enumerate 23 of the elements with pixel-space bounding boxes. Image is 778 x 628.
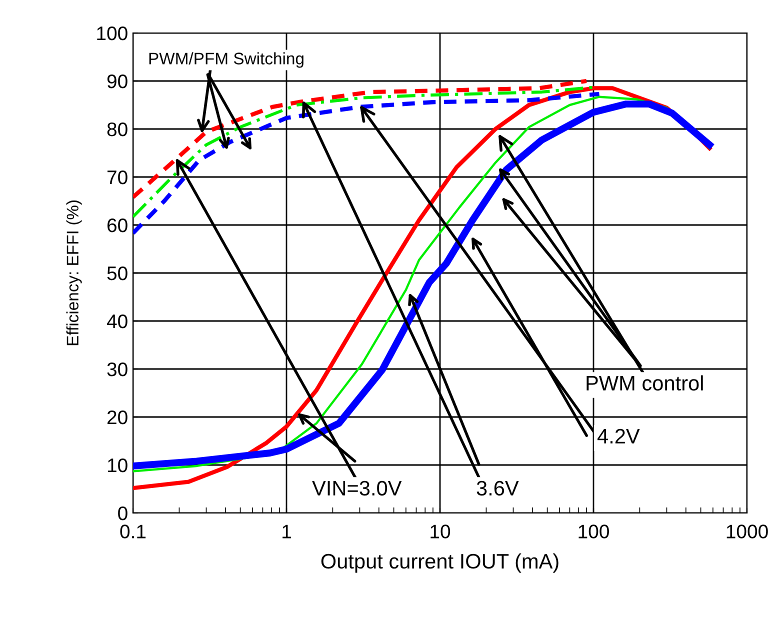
y-tick-label: 40 (106, 314, 128, 328)
y-tick-label: 30 (107, 362, 128, 376)
x-tick-label: 1 (282, 524, 291, 538)
x-tick-label: 100 (578, 524, 609, 538)
y-tick-label: 10 (108, 458, 128, 472)
x-tick-label: 0.1 (120, 524, 146, 538)
x-axis-title: Output current IOUT (mA) (321, 553, 558, 573)
annotation: 4.2V (597, 428, 640, 444)
y-tick-label: 70 (108, 170, 128, 184)
x-tick-label: 1000 (726, 524, 768, 538)
annotation: PWM/PFM Switching (149, 52, 304, 68)
y-tick-label: 90 (107, 74, 128, 88)
x-tick-label: 10 (430, 524, 450, 538)
y-tick-label: 80 (107, 122, 128, 136)
y-tick-label: 50 (107, 266, 128, 280)
annotation: PWM control (586, 375, 703, 391)
annotation: 3.6V (476, 480, 519, 496)
y-tick-label: 0 (118, 506, 128, 520)
y-tick-label: 60 (108, 218, 128, 232)
y-tick-label: 100 (97, 26, 128, 40)
y-axis-title: Efficiency: EFFI (%) (66, 200, 82, 346)
annotation: VIN=3.0V (312, 480, 402, 496)
y-tick-label: 20 (107, 410, 128, 424)
